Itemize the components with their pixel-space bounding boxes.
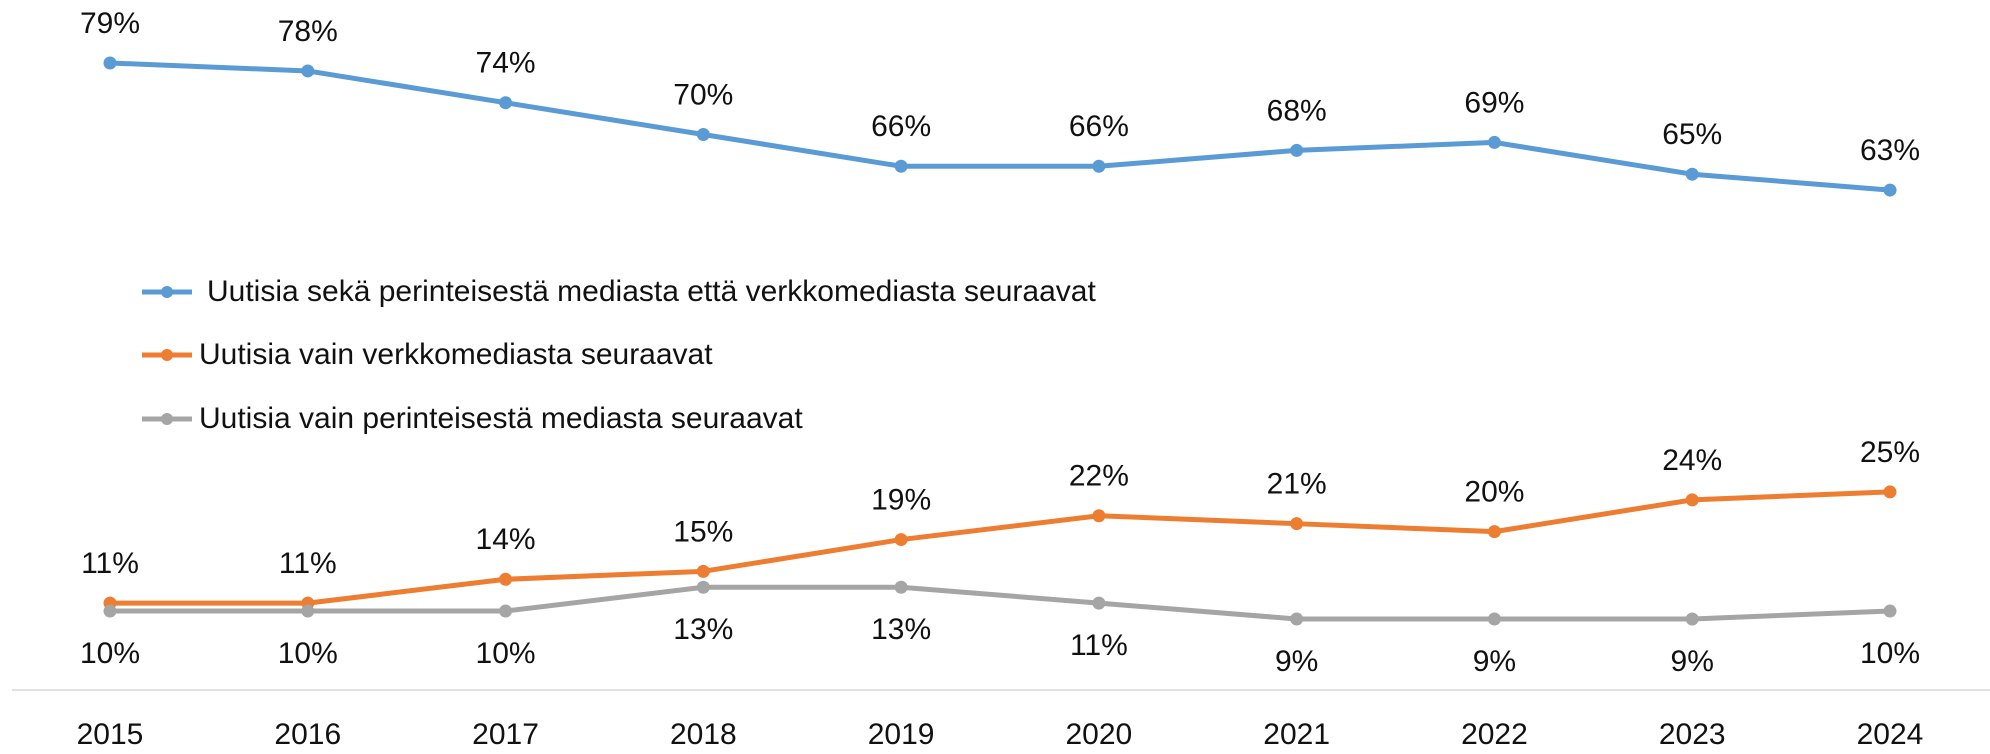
data-point xyxy=(1685,167,1699,181)
data-label: 9% xyxy=(1473,645,1516,678)
data-label: 24% xyxy=(1662,444,1722,477)
data-label: 63% xyxy=(1860,134,1920,167)
legend-label: Uutisia sekä perinteisestä mediasta että… xyxy=(207,275,1096,308)
data-label: 21% xyxy=(1267,468,1327,501)
data-label: 10% xyxy=(1860,637,1920,670)
series-line xyxy=(109,60,1891,193)
legend-marker xyxy=(161,286,173,298)
data-point xyxy=(1883,604,1897,618)
data-point xyxy=(696,127,710,141)
data-point xyxy=(696,580,710,594)
data-label: 25% xyxy=(1860,436,1920,469)
data-label: 11% xyxy=(1070,629,1128,662)
data-label: 13% xyxy=(871,613,931,646)
data-point xyxy=(301,604,315,618)
data-point xyxy=(894,533,908,547)
x-tick-label: 2015 xyxy=(77,718,144,751)
data-point xyxy=(103,604,117,618)
data-point xyxy=(1883,485,1897,499)
legend-marker xyxy=(161,349,173,361)
data-point xyxy=(1685,612,1699,626)
data-point xyxy=(1290,612,1304,626)
data-label: 22% xyxy=(1069,460,1129,493)
data-label: 10% xyxy=(476,637,536,670)
data-label: 79% xyxy=(80,7,140,40)
data-point xyxy=(1092,159,1106,173)
series-line xyxy=(110,584,1891,622)
data-point xyxy=(894,159,908,173)
x-tick-label: 2021 xyxy=(1263,718,1330,751)
series-line xyxy=(110,489,1891,606)
x-tick-label: 2019 xyxy=(868,718,935,751)
data-label: 15% xyxy=(673,515,733,548)
data-point xyxy=(1092,509,1106,523)
data-label: 65% xyxy=(1662,118,1722,151)
data-point xyxy=(1883,183,1897,197)
data-label: 19% xyxy=(871,483,931,516)
legend-marker xyxy=(161,413,173,425)
data-label: 13% xyxy=(673,613,733,646)
data-point xyxy=(499,604,513,618)
data-label: 69% xyxy=(1464,86,1524,119)
data-point xyxy=(1487,135,1501,149)
x-tick-label: 2017 xyxy=(472,718,539,751)
data-label: 11% xyxy=(81,547,139,580)
data-point xyxy=(696,564,710,578)
data-point xyxy=(1092,596,1106,610)
x-tick-label: 2018 xyxy=(670,718,737,751)
legend-label: Uutisia vain verkkomediasta seuraavat xyxy=(199,338,713,371)
data-label: 11% xyxy=(279,547,337,580)
data-label: 9% xyxy=(1671,645,1714,678)
data-label: 20% xyxy=(1464,476,1524,509)
x-tick-label: 2020 xyxy=(1066,718,1133,751)
data-point xyxy=(1487,525,1501,539)
data-point xyxy=(1290,143,1304,157)
x-tick-label: 2016 xyxy=(274,718,341,751)
data-label: 68% xyxy=(1267,94,1327,127)
data-label: 10% xyxy=(80,637,140,670)
data-label: 74% xyxy=(476,47,536,80)
legend-label: Uutisia vain perinteisestä mediasta seur… xyxy=(199,402,803,435)
data-point xyxy=(499,96,513,110)
data-point xyxy=(103,56,117,70)
data-point xyxy=(894,580,908,594)
x-tick-label: 2023 xyxy=(1659,718,1726,751)
x-tick-label: 2024 xyxy=(1857,718,1924,751)
data-label: 66% xyxy=(871,110,931,143)
data-point xyxy=(1685,493,1699,507)
data-label: 78% xyxy=(278,15,338,48)
data-label: 70% xyxy=(673,78,733,111)
data-point xyxy=(499,572,513,586)
data-point xyxy=(1487,612,1501,626)
x-tick-label: 2022 xyxy=(1461,718,1528,751)
data-point xyxy=(301,64,315,78)
data-label: 10% xyxy=(278,637,338,670)
data-label: 9% xyxy=(1275,645,1318,678)
data-label: 66% xyxy=(1069,110,1129,143)
data-point xyxy=(1290,517,1304,531)
data-label: 14% xyxy=(476,523,536,556)
